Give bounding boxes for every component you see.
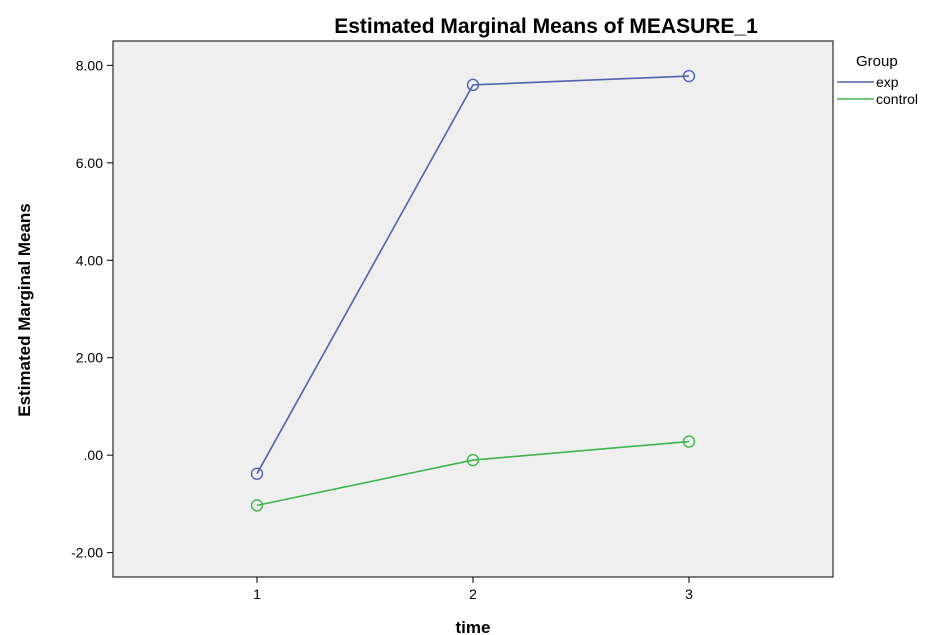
series-line-exp (256, 75, 690, 475)
series-layer (250, 69, 696, 512)
x-axis: 1 2 3 (253, 577, 693, 602)
y-tick-label: 8.00 (76, 57, 103, 73)
series-line-control (256, 440, 690, 507)
x-tick-label: 1 (253, 586, 261, 602)
legend-title: Group (856, 53, 898, 70)
y-tick-label: -2.00 (71, 545, 103, 561)
data-point-exp (250, 467, 264, 480)
data-point-control (682, 435, 696, 448)
legend-label-control: control (876, 91, 918, 107)
chart-title: Estimated Marginal Means of MEASURE_1 (334, 15, 758, 38)
y-tick-label: .00 (84, 447, 104, 463)
y-tick-label: 2.00 (76, 350, 103, 366)
data-point-exp (682, 69, 696, 83)
data-point-control (466, 453, 480, 467)
x-axis-label: time (456, 618, 491, 635)
y-axis-label: Estimated Marginal Means (15, 203, 34, 417)
y-tick-label: 4.00 (76, 252, 103, 268)
y-tick-label: 6.00 (76, 155, 103, 171)
x-tick-label: 3 (685, 586, 693, 602)
data-point-exp (466, 78, 480, 92)
plot-area (112, 40, 834, 578)
y-axis: -2.00 .00 2.00 4.00 6.00 8.00 (71, 57, 113, 561)
data-point-control (250, 499, 264, 512)
x-tick-label: 2 (469, 586, 477, 602)
legend-label-exp: exp (876, 74, 899, 90)
